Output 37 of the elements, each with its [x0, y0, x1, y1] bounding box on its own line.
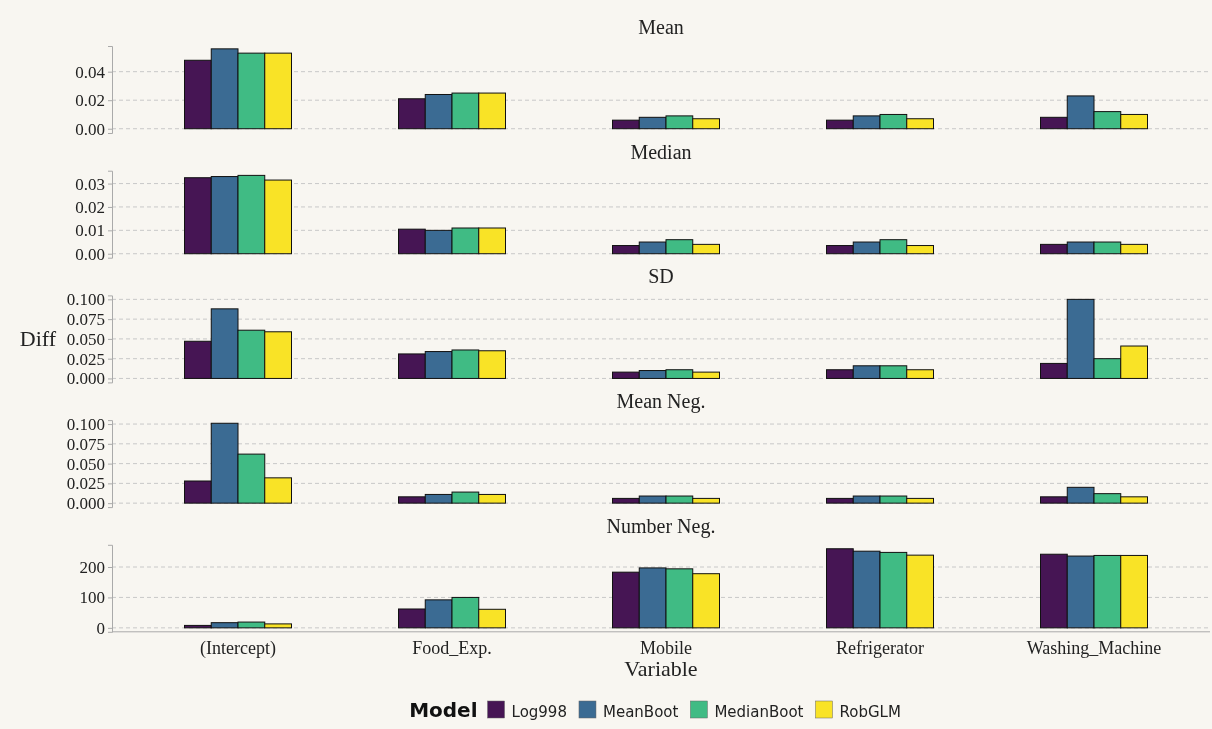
- y-tick-label: 0.00: [75, 119, 105, 139]
- x-tick-label: Food_Exp.: [412, 637, 492, 658]
- y-tick-label: 0.050: [66, 454, 105, 474]
- y-tick-label: 0.03: [75, 174, 105, 194]
- y-tick-label: 0.075: [66, 434, 105, 454]
- legend-title: Model: [409, 698, 478, 722]
- chart-title: Median: [630, 140, 692, 163]
- y-tick-label: 0.000: [66, 369, 105, 389]
- y-tick-label: 0.100: [66, 414, 105, 434]
- y-tick-label: 0.02: [75, 197, 105, 217]
- y-tick-label: 0.01: [75, 221, 105, 241]
- chart-title: Mean: [638, 16, 684, 38]
- y-axis-title: Diff: [19, 325, 57, 351]
- legend-label: MedianBoot: [714, 703, 804, 721]
- chart-title: SD: [648, 265, 674, 288]
- y-tick-label: 0.02: [75, 91, 105, 111]
- y-tick-label: 0.025: [66, 474, 105, 494]
- x-tick-label: (Intercept): [200, 637, 276, 659]
- y-tick-label: 0.00: [75, 244, 105, 264]
- legend-label: Log998: [511, 703, 567, 721]
- chart-title: Mean Neg.: [616, 390, 706, 414]
- y-tick-label: 100: [79, 588, 105, 608]
- legend-label: MeanBoot: [602, 703, 679, 721]
- x-tick-label: Refrigerator: [836, 637, 924, 658]
- y-tick-label: 0.100: [66, 290, 105, 310]
- legend-label: RobGLM: [839, 703, 901, 721]
- y-tick-label: 0.04: [75, 62, 106, 82]
- y-tick-label: 0.025: [66, 349, 105, 369]
- y-tick-label: 0.000: [66, 494, 105, 514]
- x-tick-label: Mobile: [640, 637, 693, 658]
- y-tick-label: 0.075: [66, 310, 105, 330]
- y-tick-label: 200: [79, 557, 105, 577]
- y-tick-label: 0.050: [66, 329, 105, 349]
- chart-title: Number Neg.: [606, 514, 716, 538]
- y-tick-label: 0: [96, 618, 105, 638]
- x-tick-label: Washing_Machine: [1026, 637, 1162, 658]
- x-axis-title: Variable: [624, 655, 698, 681]
